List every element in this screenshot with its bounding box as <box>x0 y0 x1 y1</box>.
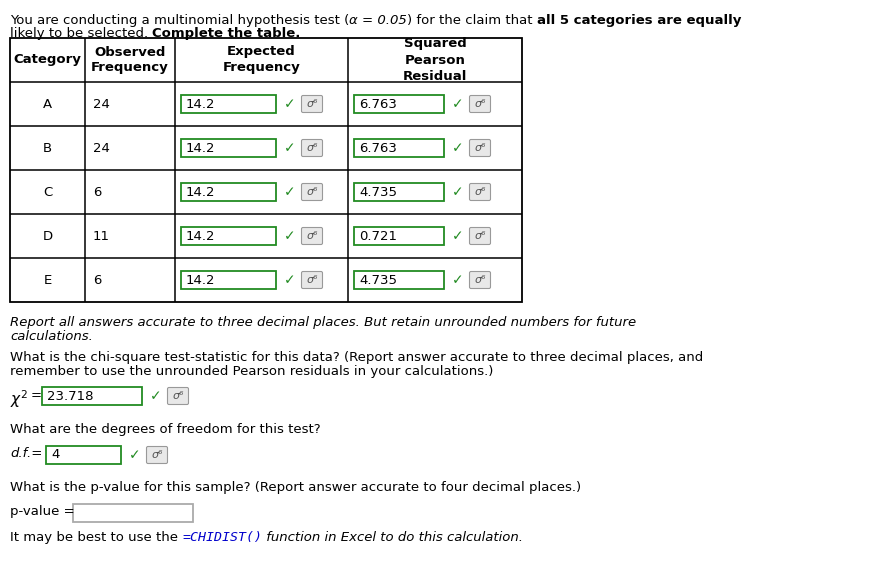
Text: 0.721: 0.721 <box>359 230 397 242</box>
FancyBboxPatch shape <box>354 95 444 113</box>
Text: ✓: ✓ <box>284 229 296 243</box>
Text: 6.763: 6.763 <box>359 97 396 110</box>
Text: function in Excel to do this calculation.: function in Excel to do this calculation… <box>263 531 523 544</box>
Text: B: B <box>43 141 52 154</box>
FancyBboxPatch shape <box>302 228 322 245</box>
Text: ✓: ✓ <box>452 141 463 155</box>
Text: 24: 24 <box>93 97 110 110</box>
Text: 24: 24 <box>93 141 110 154</box>
Text: p-value =: p-value = <box>10 505 75 518</box>
Text: =: = <box>31 389 42 402</box>
Text: ✓: ✓ <box>284 273 296 287</box>
FancyBboxPatch shape <box>470 272 490 288</box>
FancyBboxPatch shape <box>470 140 490 157</box>
FancyBboxPatch shape <box>146 447 168 464</box>
Text: 6: 6 <box>93 274 102 286</box>
Text: 4.735: 4.735 <box>359 185 397 198</box>
Text: ✓: ✓ <box>452 273 463 287</box>
Text: ✓: ✓ <box>284 141 296 155</box>
Text: σ⁶: σ⁶ <box>306 99 318 109</box>
Text: σ⁶: σ⁶ <box>474 99 486 109</box>
Text: 14.2: 14.2 <box>186 97 215 110</box>
Text: $\chi^2$: $\chi^2$ <box>10 388 28 410</box>
Text: likely to be selected.: likely to be selected. <box>10 27 153 40</box>
Text: ✓: ✓ <box>452 229 463 243</box>
Text: σ⁶: σ⁶ <box>306 275 318 285</box>
Text: σ⁶: σ⁶ <box>306 231 318 241</box>
Text: σ⁶: σ⁶ <box>474 275 486 285</box>
Text: 14.2: 14.2 <box>186 185 215 198</box>
Text: ✓: ✓ <box>452 185 463 199</box>
Text: remember to use the unrounded Pearson residuals in your calculations.): remember to use the unrounded Pearson re… <box>10 365 493 378</box>
Bar <box>10 38 522 302</box>
Text: C: C <box>43 185 52 198</box>
FancyBboxPatch shape <box>168 387 188 404</box>
FancyBboxPatch shape <box>46 446 121 464</box>
Text: σ⁶: σ⁶ <box>474 187 486 197</box>
FancyBboxPatch shape <box>354 227 444 245</box>
FancyBboxPatch shape <box>181 95 276 113</box>
Text: What are the degrees of freedom for this test?: What are the degrees of freedom for this… <box>10 423 321 436</box>
FancyBboxPatch shape <box>354 183 444 201</box>
Text: σ⁶: σ⁶ <box>172 391 184 401</box>
Text: 6: 6 <box>93 185 102 198</box>
FancyBboxPatch shape <box>302 140 322 157</box>
FancyBboxPatch shape <box>73 504 193 522</box>
Text: =CHIDIST(): =CHIDIST() <box>182 531 263 544</box>
Text: D: D <box>43 230 53 242</box>
FancyBboxPatch shape <box>181 271 276 289</box>
Text: Category: Category <box>13 53 81 66</box>
Text: ✓: ✓ <box>452 97 463 111</box>
Text: ) for the claim that: ) for the claim that <box>407 14 537 27</box>
Text: Complete the table.: Complete the table. <box>153 27 301 40</box>
Text: σ⁶: σ⁶ <box>474 231 486 241</box>
Text: 6.763: 6.763 <box>359 141 396 154</box>
Text: α = 0.05: α = 0.05 <box>349 14 407 27</box>
Text: ✓: ✓ <box>284 185 296 199</box>
Text: You are conducting a multinomial hypothesis test (: You are conducting a multinomial hypothe… <box>10 14 349 27</box>
FancyBboxPatch shape <box>181 139 276 157</box>
FancyBboxPatch shape <box>302 96 322 113</box>
Text: all 5 categories are equally: all 5 categories are equally <box>537 14 741 27</box>
FancyBboxPatch shape <box>42 387 142 405</box>
Text: σ⁶: σ⁶ <box>151 450 163 460</box>
Text: 4.735: 4.735 <box>359 274 397 286</box>
Text: σ⁶: σ⁶ <box>474 143 486 153</box>
Text: It may be best to use the: It may be best to use the <box>10 531 182 544</box>
FancyBboxPatch shape <box>302 184 322 201</box>
Text: 4: 4 <box>51 448 59 461</box>
FancyBboxPatch shape <box>470 96 490 113</box>
Text: E: E <box>44 274 52 286</box>
Text: 14.2: 14.2 <box>186 141 215 154</box>
Text: 14.2: 14.2 <box>186 230 215 242</box>
Text: calculations.: calculations. <box>10 330 93 343</box>
Text: Observed
Frequency: Observed Frequency <box>91 46 169 75</box>
Text: ✓: ✓ <box>150 389 162 403</box>
FancyBboxPatch shape <box>181 183 276 201</box>
Text: d.f.=: d.f.= <box>10 447 42 460</box>
Text: σ⁶: σ⁶ <box>306 187 318 197</box>
Text: ✓: ✓ <box>284 97 296 111</box>
Text: 11: 11 <box>93 230 110 242</box>
Text: What is the p-value for this sample? (Report answer accurate to four decimal pla: What is the p-value for this sample? (Re… <box>10 481 581 494</box>
Text: 23.718: 23.718 <box>47 390 94 403</box>
Text: σ⁶: σ⁶ <box>306 143 318 153</box>
Text: ✓: ✓ <box>129 448 141 462</box>
Text: Expected
Frequency: Expected Frequency <box>222 46 300 75</box>
FancyBboxPatch shape <box>470 228 490 245</box>
Text: Report all answers accurate to three decimal places. But retain unrounded number: Report all answers accurate to three dec… <box>10 316 636 329</box>
FancyBboxPatch shape <box>354 271 444 289</box>
Text: What is the chi-square test-statistic for this data? (Report answer accurate to : What is the chi-square test-statistic fo… <box>10 351 704 364</box>
FancyBboxPatch shape <box>302 272 322 288</box>
Text: 14.2: 14.2 <box>186 274 215 286</box>
FancyBboxPatch shape <box>470 184 490 201</box>
Text: Squared
Pearson
Residual: Squared Pearson Residual <box>403 38 467 83</box>
FancyBboxPatch shape <box>354 139 444 157</box>
FancyBboxPatch shape <box>181 227 276 245</box>
Text: A: A <box>43 97 52 110</box>
